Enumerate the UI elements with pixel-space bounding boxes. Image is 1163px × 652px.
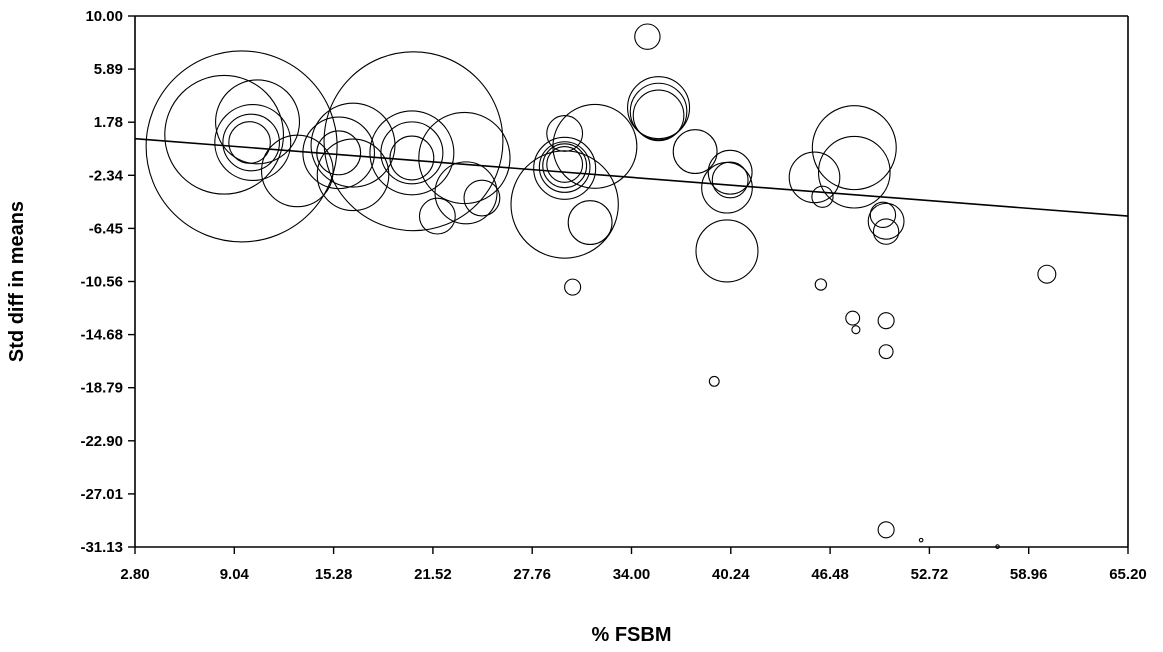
y-tick-label: -22.90: [80, 433, 123, 450]
study-bubble: [627, 76, 691, 140]
study-bubble: [434, 161, 498, 225]
y-axis-title: Std diff in means: [6, 201, 28, 362]
study-bubble: [695, 219, 759, 283]
study-bubble: [546, 115, 584, 152]
study-bubble: [711, 161, 749, 199]
y-tick-label: -18.79: [80, 380, 123, 397]
study-bubble: [811, 105, 897, 191]
study-bubble: [877, 312, 895, 330]
x-tick-label: 46.48: [811, 566, 849, 583]
x-tick-label: 40.24: [712, 566, 750, 583]
y-tick-label: 10.00: [85, 8, 123, 25]
study-bubble: [369, 110, 455, 196]
x-tick-label: 9.04: [220, 566, 250, 583]
study-bubble: [380, 121, 444, 185]
study-bubble: [552, 103, 638, 189]
study-bubble: [788, 151, 841, 204]
study-bubble: [164, 74, 284, 195]
study-bubble: [811, 185, 834, 208]
y-tick-label: -10.56: [80, 274, 123, 291]
study-bubble: [145, 50, 338, 243]
study-bubble: [851, 325, 861, 335]
study-bubble: [222, 113, 281, 172]
study-bubble: [418, 197, 456, 235]
study-bubble: [1037, 264, 1057, 284]
study-bubble: [546, 146, 584, 183]
x-tick-label: 52.72: [911, 566, 949, 583]
study-bubble: [260, 134, 334, 208]
study-bubble: [542, 143, 588, 189]
study-bubble: [389, 135, 435, 181]
study-bubble: [302, 116, 376, 190]
study-bubble: [510, 150, 619, 259]
x-tick-label: 27.76: [513, 566, 551, 583]
y-tick-label: -6.45: [89, 220, 123, 237]
study-bubble: [215, 79, 301, 165]
study-bubble: [872, 218, 900, 245]
x-tick-label: 21.52: [414, 566, 452, 583]
bubble-layer: [145, 23, 1057, 549]
x-tick-group: 2.80 9.04 15.28 21.52 27.76 34.00 40.24 46.48 52…: [120, 547, 1147, 583]
study-bubble: [310, 102, 396, 188]
y-tick-label: 1.78: [94, 114, 123, 131]
study-bubble: [814, 278, 828, 291]
x-tick-label: 58.96: [1010, 566, 1048, 583]
x-axis-title: % FSBM: [592, 624, 672, 646]
y-tick-label: -27.01: [80, 486, 123, 503]
x-tick-label: 65.20: [1109, 566, 1147, 583]
y-tick-group: 10.00 5.89 1.78 -2.34 -6.45 -10.56 -14.68 -18.7…: [80, 8, 135, 556]
study-bubble: [316, 138, 390, 212]
y-tick-label: -2.34: [89, 167, 124, 184]
study-bubble: [708, 375, 720, 387]
x-tick-label: 2.80: [120, 566, 149, 583]
regression-line: [134, 137, 1129, 217]
study-bubble: [323, 51, 504, 232]
y-tick-label: -31.13: [80, 539, 123, 556]
x-tick-label: 34.00: [613, 566, 651, 583]
study-bubble: [634, 23, 661, 50]
y-tick-label: 5.89: [94, 61, 123, 78]
study-bubble: [867, 202, 905, 240]
study-bubble: [877, 521, 895, 539]
study-bubble: [878, 344, 894, 360]
study-bubble: [564, 278, 582, 296]
study-bubble: [538, 141, 591, 193]
study-bubble: [629, 82, 688, 141]
x-tick-label: 15.28: [315, 566, 353, 583]
study-bubble: [918, 537, 924, 543]
y-tick-label: -14.68: [80, 327, 123, 344]
study-bubble: [869, 201, 897, 229]
study-bubble: [463, 179, 501, 217]
study-bubble: [707, 149, 753, 195]
study-bubble: [672, 129, 718, 175]
study-bubble: [817, 135, 891, 209]
study-bubble: [228, 121, 271, 164]
study-bubble: [214, 104, 292, 182]
study-bubble: [632, 89, 685, 142]
study-bubble: [845, 310, 861, 326]
study-bubble: [533, 136, 597, 200]
study-bubble: [567, 200, 613, 246]
